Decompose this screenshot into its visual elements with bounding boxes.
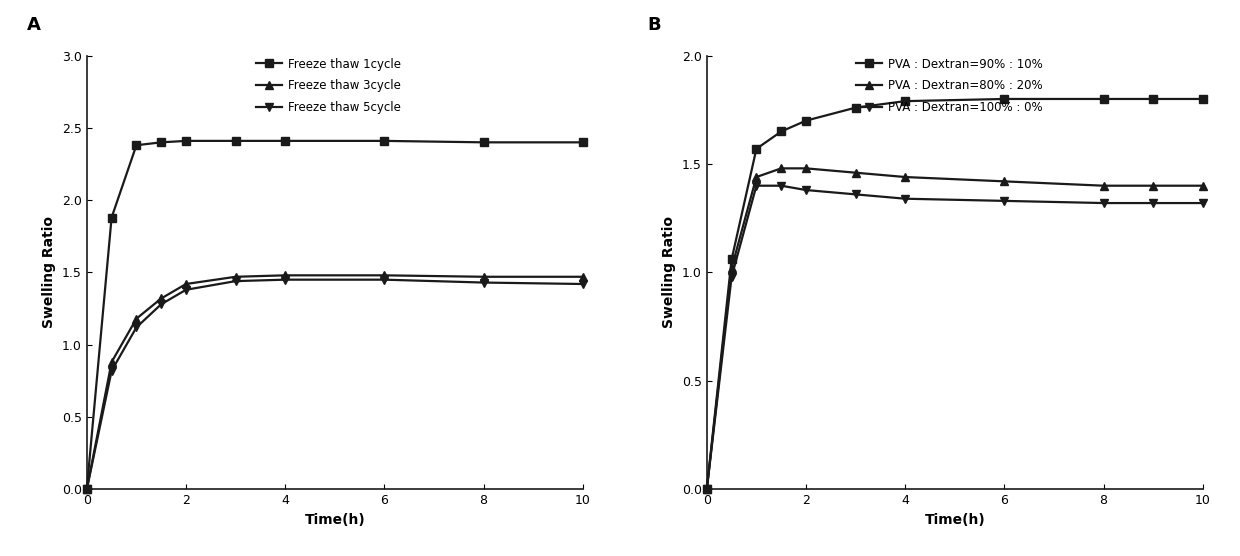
PVA : Dextran=100% : 0%: (1, 1.4): Dextran=100% : 0%: (1, 1.4)	[749, 182, 764, 189]
PVA : Dextran=90% : 10%: (1.5, 1.65): Dextran=90% : 10%: (1.5, 1.65)	[774, 128, 789, 135]
Freeze thaw 3cycle	[179, 281, 193, 287]
Freeze thaw 3cycle	[476, 274, 491, 280]
PVA : Dextran=100% : 0%: (9, 1.32): Dextran=100% : 0%: (9, 1.32)	[1146, 200, 1161, 206]
Text: B: B	[647, 16, 661, 34]
PVA : Dextran=100% : 0%: (1.5, 1.4): Dextran=100% : 0%: (1.5, 1.4)	[774, 182, 789, 189]
Freeze thaw 1cycle	[278, 137, 293, 144]
PVA : Dextran=100% : 0%: (10, 1.32): Dextran=100% : 0%: (10, 1.32)	[1195, 200, 1210, 206]
PVA : Dextran=90% : 10%: (2, 1.7): Dextran=90% : 10%: (2, 1.7)	[799, 117, 813, 124]
Freeze thaw 5cycle	[129, 324, 144, 331]
Freeze thaw 3cycle	[575, 274, 590, 280]
Line: PVA : Dextran=90% : 10%: PVA : Dextran=90% : 10%	[703, 95, 1207, 493]
Freeze thaw 5cycle	[179, 286, 193, 293]
Freeze thaw 1cycle	[154, 139, 169, 146]
PVA : Dextran=100% : 0%: (0.5, 0.98): Dextran=100% : 0%: (0.5, 0.98)	[724, 274, 739, 280]
Freeze thaw 5cycle	[228, 278, 243, 285]
PVA : Dextran=90% : 10%: (1, 1.57): Dextran=90% : 10%: (1, 1.57)	[749, 146, 764, 152]
X-axis label: Time(h): Time(h)	[305, 513, 365, 527]
Freeze thaw 5cycle	[476, 279, 491, 286]
Freeze thaw 3cycle	[377, 272, 392, 279]
Line: Freeze thaw 5cycle: Freeze thaw 5cycle	[83, 276, 587, 493]
PVA : Dextran=80% : 20%: (1.5, 1.48): Dextran=80% : 20%: (1.5, 1.48)	[774, 165, 789, 172]
PVA : Dextran=90% : 10%: (0, 0): Dextran=90% : 10%: (0, 0)	[699, 486, 714, 493]
PVA : Dextran=80% : 20%: (8, 1.4): Dextran=80% : 20%: (8, 1.4)	[1096, 182, 1111, 189]
Freeze thaw 3cycle	[278, 272, 293, 279]
Line: Freeze thaw 3cycle: Freeze thaw 3cycle	[83, 271, 587, 493]
PVA : Dextran=100% : 0%: (6, 1.33): Dextran=100% : 0%: (6, 1.33)	[997, 197, 1012, 204]
PVA : Dextran=100% : 0%: (2, 1.38): Dextran=100% : 0%: (2, 1.38)	[799, 187, 813, 193]
Y-axis label: Swelling Ratio: Swelling Ratio	[662, 216, 676, 329]
Legend: Freeze thaw 1cycle, Freeze thaw 3cycle, Freeze thaw 5cycle: Freeze thaw 1cycle, Freeze thaw 3cycle, …	[252, 53, 405, 119]
Y-axis label: Swelling Ratio: Swelling Ratio	[42, 216, 56, 329]
Freeze thaw 3cycle	[79, 486, 94, 493]
Line: PVA : Dextran=80% : 20%: PVA : Dextran=80% : 20%	[703, 164, 1207, 493]
PVA : Dextran=80% : 20%: (10, 1.4): Dextran=80% : 20%: (10, 1.4)	[1195, 182, 1210, 189]
Freeze thaw 5cycle	[154, 301, 169, 307]
Freeze thaw 5cycle	[104, 368, 119, 374]
Freeze thaw 1cycle	[377, 137, 392, 144]
PVA : Dextran=90% : 10%: (10, 1.8): Dextran=90% : 10%: (10, 1.8)	[1195, 96, 1210, 102]
PVA : Dextran=90% : 10%: (3, 1.76): Dextran=90% : 10%: (3, 1.76)	[848, 105, 863, 111]
X-axis label: Time(h): Time(h)	[925, 513, 985, 527]
Freeze thaw 3cycle	[154, 295, 169, 302]
PVA : Dextran=80% : 20%: (0, 0): Dextran=80% : 20%: (0, 0)	[699, 486, 714, 493]
Freeze thaw 1cycle	[79, 486, 94, 493]
PVA : Dextran=80% : 20%: (1, 1.44): Dextran=80% : 20%: (1, 1.44)	[749, 173, 764, 180]
Freeze thaw 1cycle	[228, 137, 243, 144]
Freeze thaw 1cycle	[179, 137, 193, 144]
Freeze thaw 5cycle	[377, 276, 392, 283]
Freeze thaw 5cycle	[79, 486, 94, 493]
Freeze thaw 5cycle	[575, 281, 590, 287]
Line: Freeze thaw 1cycle: Freeze thaw 1cycle	[83, 137, 587, 493]
PVA : Dextran=100% : 0%: (8, 1.32): Dextran=100% : 0%: (8, 1.32)	[1096, 200, 1111, 206]
PVA : Dextran=80% : 20%: (3, 1.46): Dextran=80% : 20%: (3, 1.46)	[848, 170, 863, 176]
Freeze thaw 3cycle	[104, 359, 119, 365]
Freeze thaw 1cycle	[104, 214, 119, 221]
Freeze thaw 1cycle	[575, 139, 590, 146]
Legend: PVA : Dextran=90% : 10%, PVA : Dextran=80% : 20%, PVA : Dextran=100% : 0%: PVA : Dextran=90% : 10%, PVA : Dextran=8…	[852, 53, 1048, 119]
PVA : Dextran=90% : 10%: (9, 1.8): Dextran=90% : 10%: (9, 1.8)	[1146, 96, 1161, 102]
PVA : Dextran=80% : 20%: (9, 1.4): Dextran=80% : 20%: (9, 1.4)	[1146, 182, 1161, 189]
PVA : Dextran=90% : 10%: (4, 1.79): Dextran=90% : 10%: (4, 1.79)	[898, 98, 913, 105]
PVA : Dextran=100% : 0%: (4, 1.34): Dextran=100% : 0%: (4, 1.34)	[898, 195, 913, 202]
Freeze thaw 1cycle	[476, 139, 491, 146]
Text: A: A	[27, 16, 41, 34]
PVA : Dextran=100% : 0%: (0, 0): Dextran=100% : 0%: (0, 0)	[699, 486, 714, 493]
PVA : Dextran=90% : 10%: (6, 1.8): Dextran=90% : 10%: (6, 1.8)	[997, 96, 1012, 102]
PVA : Dextran=90% : 10%: (0.5, 1.06): Dextran=90% : 10%: (0.5, 1.06)	[724, 256, 739, 263]
PVA : Dextran=100% : 0%: (3, 1.36): Dextran=100% : 0%: (3, 1.36)	[848, 191, 863, 198]
Freeze thaw 3cycle	[228, 274, 243, 280]
Line: PVA : Dextran=100% : 0%: PVA : Dextran=100% : 0%	[703, 182, 1207, 493]
PVA : Dextran=90% : 10%: (8, 1.8): Dextran=90% : 10%: (8, 1.8)	[1096, 96, 1111, 102]
Freeze thaw 5cycle	[278, 276, 293, 283]
PVA : Dextran=80% : 20%: (0.5, 1.02): Dextran=80% : 20%: (0.5, 1.02)	[724, 265, 739, 271]
Freeze thaw 1cycle	[129, 142, 144, 148]
Freeze thaw 3cycle	[129, 315, 144, 322]
PVA : Dextran=80% : 20%: (6, 1.42): Dextran=80% : 20%: (6, 1.42)	[997, 178, 1012, 185]
PVA : Dextran=80% : 20%: (4, 1.44): Dextran=80% : 20%: (4, 1.44)	[898, 173, 913, 180]
PVA : Dextran=80% : 20%: (2, 1.48): Dextran=80% : 20%: (2, 1.48)	[799, 165, 813, 172]
